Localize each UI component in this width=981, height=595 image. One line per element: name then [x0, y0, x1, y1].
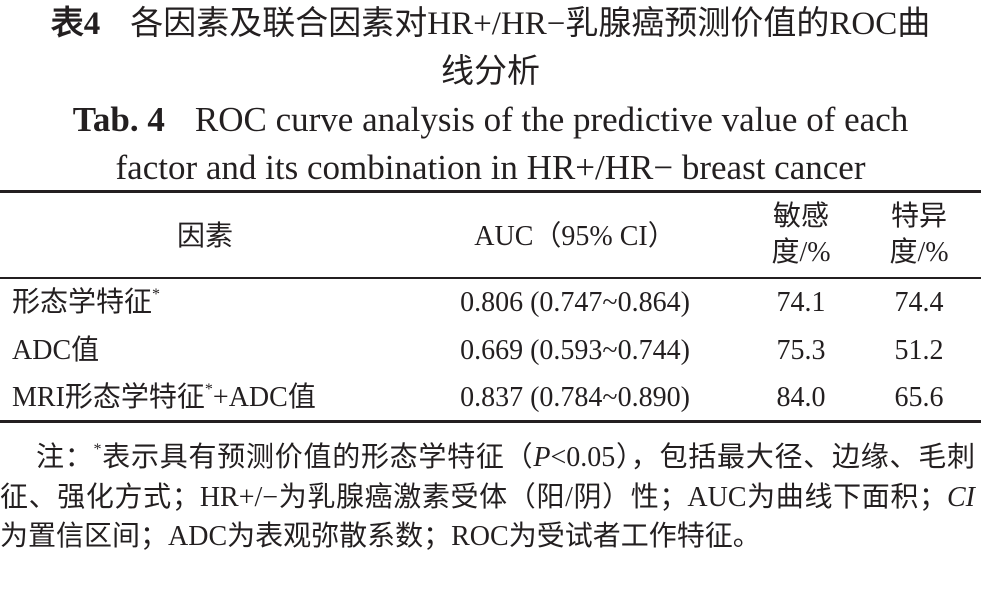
note-text: CI	[947, 481, 975, 513]
note-text: <0.05），包括最大径、边缘、毛刺征、强化方式；HR+/−为乳腺癌激素受体（阳…	[0, 442, 975, 513]
row-label: ADC值	[12, 333, 99, 369]
table-cell: 0.837 (0.784~0.890)	[460, 382, 690, 413]
footnote-mark: *	[204, 381, 213, 398]
title-zh: 表4 各因素及联合因素对HR+/HR−乳腺癌预测价值的ROC曲线分析	[40, 0, 941, 96]
table-cell: 84.0	[776, 382, 826, 413]
note-text: 注：	[36, 442, 94, 473]
table-cell: 74.4	[894, 287, 944, 318]
label-text: +ADC值	[212, 382, 316, 413]
table-cell: 51.2	[894, 334, 944, 366]
table-cell: 0.806 (0.747~0.864)	[460, 287, 690, 318]
header-cell: 因素	[176, 221, 233, 252]
note-text: 表示具有预测价值的形态学特征（	[101, 442, 534, 473]
label-text: MRI形态学特征	[12, 382, 205, 413]
title-en: Tab. 4 ROC curve analysis of the predicti…	[40, 96, 941, 192]
title-label: 表4	[50, 6, 101, 42]
note: 注：*表示具有预测价值的形态学特征（P<0.05），包括最大径、边缘、毛刺征、强…	[0, 438, 975, 557]
header-cell: 特异度/%	[889, 201, 949, 268]
note-mark: *	[93, 441, 102, 458]
table-cell: 0.669 (0.593~0.744)	[460, 334, 690, 366]
footnote-mark: *	[152, 286, 161, 303]
header-rule	[0, 277, 981, 279]
table-cell: 74.1	[776, 287, 826, 318]
label-text: 形态学特征	[12, 287, 153, 318]
header-cell: 敏感度/%	[771, 201, 831, 268]
table-cell: 75.3	[776, 334, 826, 366]
table-cell: 65.6	[894, 382, 944, 413]
row-label: MRI形态学特征*+ADC值	[12, 380, 316, 416]
label-text: ADC值	[12, 334, 100, 366]
top-rule	[0, 190, 981, 193]
title-label: Tab. 4	[72, 100, 165, 139]
header-cell: AUC（95% CI）	[474, 221, 676, 252]
row-label: 形态学特征*	[12, 285, 160, 321]
title-text: ROC curve analysis of the predictive val…	[115, 100, 909, 187]
note-text: P	[533, 442, 551, 473]
title-text: 各因素及联合因素对HR+/HR−乳腺癌预测价值的ROC曲线分析	[130, 6, 931, 90]
bottom-rule	[0, 420, 981, 423]
note-text: 为置信区间；ADC为表观弥散系数；ROC为受试者工作特征。	[0, 521, 761, 552]
